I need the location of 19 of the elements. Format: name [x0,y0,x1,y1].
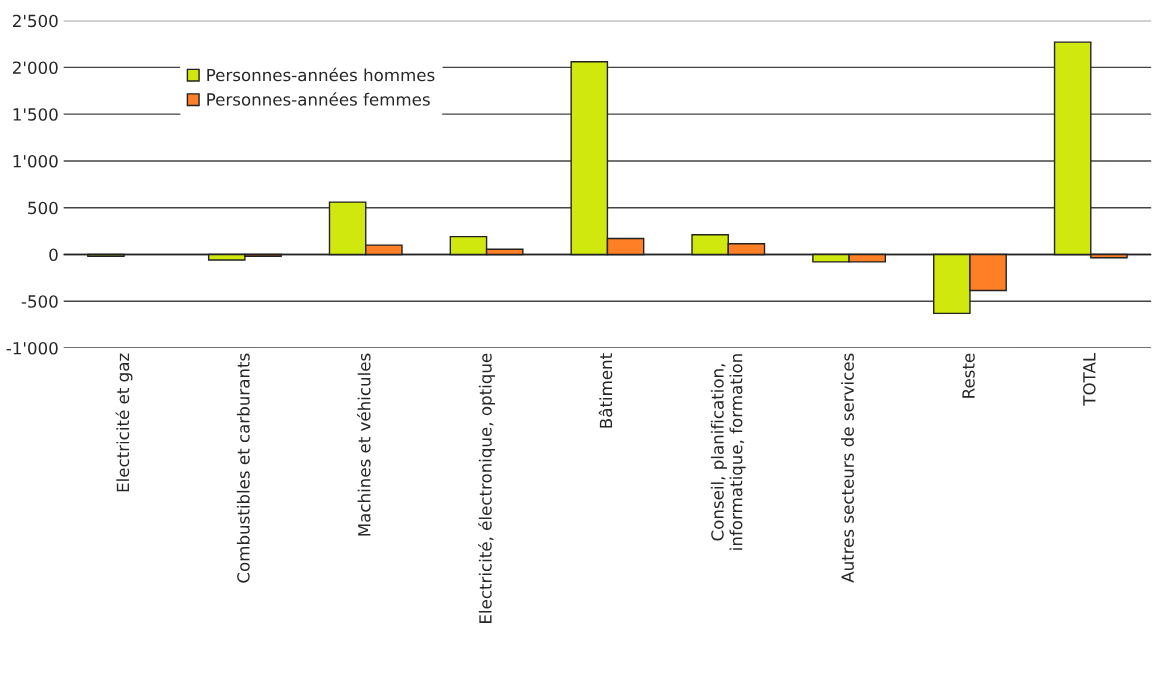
y-tick-label: 1'500 [13,108,58,121]
x-tick-label: Reste [962,353,975,398]
x-tick-label: Machines et véhicules [357,353,371,536]
legend-label: Personnes-années hommes [207,67,435,82]
x-tick-label: Conseil, planification, informatique, formation [710,354,746,550]
legend-label: Personnes-années femmes [207,92,430,106]
y-tick-label: 2'000 [13,61,58,74]
x-tick-label: Autres secteurs de services [841,353,854,583]
x-tick-label: Combustibles et carburants [236,353,250,583]
y-tick-label: 0 [49,248,58,262]
y-tick-label: 1'000 [13,154,58,168]
x-tick-label: Bâtiment [598,353,613,428]
x-tick-label: TOTAL [1083,352,1096,406]
y-tick-label: -500 [21,295,58,308]
x-tick-label: Electricité et gaz [115,353,133,492]
y-tick-label: 500 [28,201,58,215]
y-tick-label: 2'500 [13,14,58,28]
y-tick-label: -1'000 [6,341,58,355]
x-tick-label: Electricité, électronique, optique [478,353,495,623]
